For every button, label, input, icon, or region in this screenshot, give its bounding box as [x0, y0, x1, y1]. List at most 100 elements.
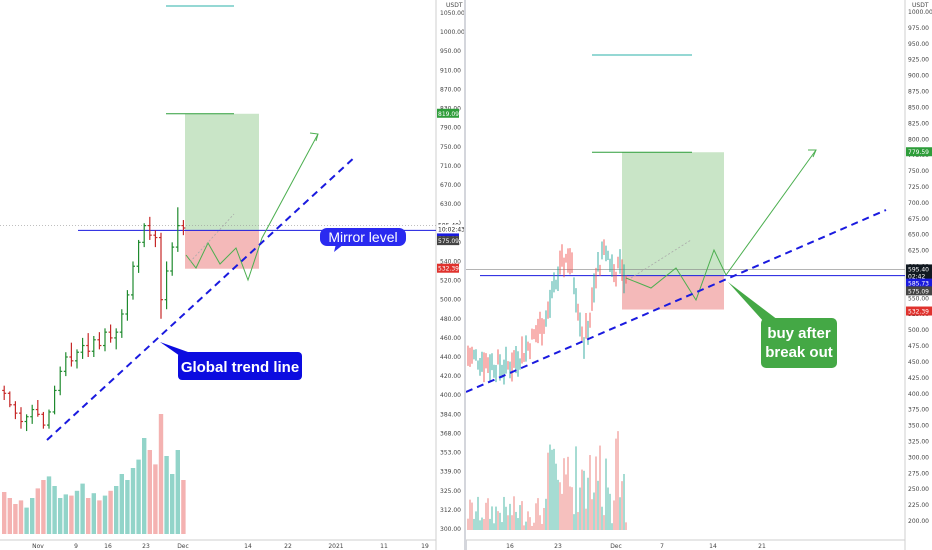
- price-label-bg: [437, 263, 459, 273]
- volume-bar: [473, 518, 475, 530]
- volume-bar: [507, 515, 509, 530]
- price-tick-label: 975.00: [908, 25, 929, 32]
- price-label-bg: [906, 271, 932, 281]
- price-tick-label: 910.00: [440, 67, 461, 74]
- volume-bar: [599, 445, 601, 530]
- volume-bar: [125, 480, 130, 534]
- volume-bar: [501, 522, 503, 530]
- volume-bar: [58, 498, 63, 534]
- volume-bar: [495, 506, 497, 530]
- volume-bar: [69, 495, 74, 534]
- price-tick-label: 825.00: [908, 120, 929, 127]
- volume-bar: [153, 464, 158, 534]
- price-tick-label: 520.00: [440, 278, 461, 285]
- price-axis[interactable]: [436, 0, 466, 550]
- volume-bar: [605, 458, 607, 530]
- volume-bar: [559, 482, 561, 530]
- volume-bar: [569, 486, 571, 530]
- time-tick-label: 11: [380, 543, 388, 550]
- price-tick-label: 480.00: [440, 316, 461, 323]
- price-tick-label: 950.00: [908, 41, 929, 48]
- volume-bar: [523, 525, 525, 530]
- volume-bar: [517, 518, 519, 530]
- price-tick-label: 900.00: [908, 73, 929, 80]
- volume-bar: [621, 481, 623, 530]
- volume-bar: [503, 496, 505, 530]
- time-tick-label: Dec: [177, 543, 189, 550]
- volume-bar: [579, 487, 581, 530]
- volume-bar: [497, 511, 499, 530]
- volume-bar: [515, 511, 517, 530]
- plot-area[interactable]: [0, 0, 436, 540]
- left-chart-svg[interactable]: USDT1050.001000.00950.00910.00870.00830.…: [0, 0, 466, 550]
- price-label-bg: [437, 108, 459, 118]
- volume-bar: [35, 488, 40, 534]
- price-tick-label: 850.00: [908, 104, 929, 111]
- volume-bar: [181, 480, 186, 534]
- volume-bar: [479, 520, 481, 530]
- volume-bar: [565, 474, 567, 530]
- global-trend-callout-text: Global trend line: [181, 359, 299, 376]
- price-tick-label: 875.00: [908, 89, 929, 96]
- volume-bar: [142, 438, 147, 534]
- global-trend-callout[interactable]: [178, 352, 302, 380]
- volume-bar: [80, 483, 85, 534]
- volume-bar: [539, 515, 541, 530]
- left-chart-panel[interactable]: USDT1050.001000.00950.00910.00870.00830.…: [0, 0, 466, 550]
- time-tick-label: 14: [244, 543, 252, 550]
- time-tick-label: 9: [74, 543, 78, 550]
- volume-bar: [549, 444, 551, 530]
- price-tick-label: 1050.00: [440, 10, 465, 17]
- volume-bar: [611, 523, 613, 530]
- price-label: 10:02:43: [438, 227, 465, 234]
- price-tick-label: 1000.00: [440, 29, 465, 36]
- volume-bar: [583, 470, 585, 530]
- time-tick-label: 19: [421, 543, 429, 550]
- price-tick-label: 475.00: [908, 343, 929, 350]
- price-label-bg: [906, 264, 932, 274]
- price-tick-label: 339.00: [440, 469, 461, 476]
- volume-bar: [525, 521, 527, 530]
- volume-bar: [499, 512, 501, 530]
- volume-bar: [114, 486, 119, 534]
- price-label: 02:42: [908, 273, 925, 280]
- volume-bar: [30, 498, 35, 534]
- price-tick-label: 870.00: [440, 86, 461, 93]
- volume-bar: [467, 518, 469, 530]
- volume-bar: [561, 493, 563, 530]
- volume-bar: [587, 477, 589, 530]
- breakout-callout[interactable]: [761, 318, 837, 368]
- time-tick-label: 16: [104, 543, 112, 550]
- price-tick-label: 420.00: [440, 373, 461, 380]
- price-tick-label: 275.00: [908, 470, 929, 477]
- price-tick-label: 384.00: [440, 411, 461, 418]
- volume-bar: [46, 476, 52, 534]
- volume-bar: [529, 517, 531, 530]
- volume-bar: [533, 522, 535, 530]
- price-tick-label: 250.00: [908, 486, 929, 493]
- volume-bar: [477, 496, 479, 530]
- volume-bar: [553, 448, 555, 530]
- stop-zone: [622, 275, 724, 310]
- volume-bar: [86, 498, 91, 534]
- price-tick-label: 800.00: [908, 136, 929, 143]
- panel-divider[interactable]: [464, 0, 467, 550]
- right-chart-panel[interactable]: USDT 1000.00 975.00 950.00 925.00 900.00 875.0…: [466, 0, 932, 550]
- volume-bar: [485, 502, 487, 530]
- volume-bar: [130, 468, 136, 534]
- volume-bar: [63, 494, 68, 534]
- volume-bar: [567, 456, 569, 530]
- time-tick-label: 16: [506, 543, 514, 550]
- price-tick-label: 725.00: [908, 184, 929, 191]
- price-tick-label: 750.00: [440, 144, 461, 151]
- volume-bar: [41, 480, 46, 534]
- price-label: 595.40: [908, 266, 929, 273]
- volume-bar: [527, 511, 529, 530]
- volume-bar: [577, 512, 579, 530]
- volume-bar: [619, 497, 621, 530]
- volume-bar: [483, 519, 485, 530]
- price-tick-label: 325.00: [908, 438, 929, 445]
- mirror-level-callout[interactable]: [320, 228, 406, 246]
